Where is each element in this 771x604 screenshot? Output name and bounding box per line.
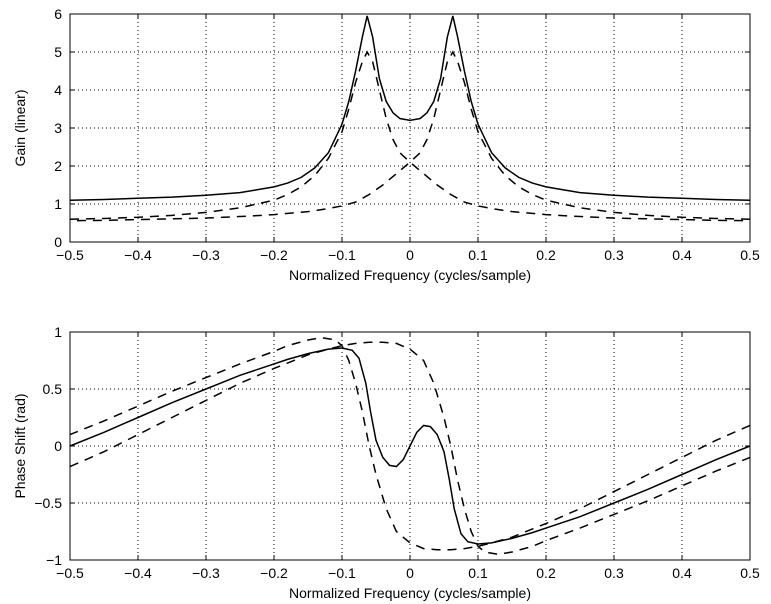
ytick-label: 4 (54, 82, 62, 98)
xtick-label: 0.2 (536, 247, 556, 263)
top-ylabel: Gain (linear) (12, 89, 28, 166)
xtick-label: 0 (406, 565, 414, 581)
xtick-label: 0.4 (672, 565, 692, 581)
figure-svg: −0.5 −0.4 −0.3 −0.2 −0.1 0 0.1 0.2 0.3 0.4 0.5 0 1 2 3… (0, 0, 771, 604)
ytick-label: 0 (54, 234, 62, 250)
xtick-label: −0.3 (192, 565, 220, 581)
xtick-label: 0.1 (468, 565, 488, 581)
xtick-label: −0.1 (328, 247, 356, 263)
bottom-ylabel: Phase Shift (rad) (12, 393, 28, 498)
ytick-label: 0 (54, 438, 62, 454)
gain-right-dash (70, 52, 750, 221)
ytick-label: 2 (54, 158, 62, 174)
xtick-label: −0.4 (124, 247, 152, 263)
xtick-label: 0.3 (604, 247, 624, 263)
top-xlabel: Normalized Frequency (cycles/sample) (289, 267, 531, 283)
phase-sum-solid (70, 348, 750, 544)
figure-container: −0.5 −0.4 −0.3 −0.2 −0.1 0 0.1 0.2 0.3 0.4 0.5 0 1 2 3… (0, 0, 771, 604)
ytick-label: −1 (46, 552, 62, 568)
xtick-label: 0.2 (536, 565, 556, 581)
bottom-xlabel: Normalized Frequency (cycles/sample) (289, 585, 531, 601)
xtick-label: −0.1 (328, 565, 356, 581)
ytick-label: −0.5 (34, 495, 62, 511)
xtick-label: −0.4 (124, 565, 152, 581)
ytick-label: 1 (54, 324, 62, 340)
ytick-label: 5 (54, 44, 62, 60)
xtick-label: 0 (406, 247, 414, 263)
ytick-label: 1 (54, 196, 62, 212)
ytick-label: 6 (54, 6, 62, 22)
xtick-label: 0.3 (604, 565, 624, 581)
xtick-label: 0.5 (740, 565, 760, 581)
gain-sum-solid (70, 16, 750, 200)
xtick-label: −0.2 (260, 565, 288, 581)
phase-right-dash (70, 338, 750, 550)
xtick-label: 0.4 (672, 247, 692, 263)
xtick-label: −0.3 (192, 247, 220, 263)
gain-left-dash (70, 52, 750, 221)
ytick-label: 0.5 (43, 381, 63, 397)
ytick-label: 3 (54, 120, 62, 136)
xtick-label: −0.2 (260, 247, 288, 263)
xtick-label: 0.5 (740, 247, 760, 263)
xtick-label: 0.1 (468, 247, 488, 263)
